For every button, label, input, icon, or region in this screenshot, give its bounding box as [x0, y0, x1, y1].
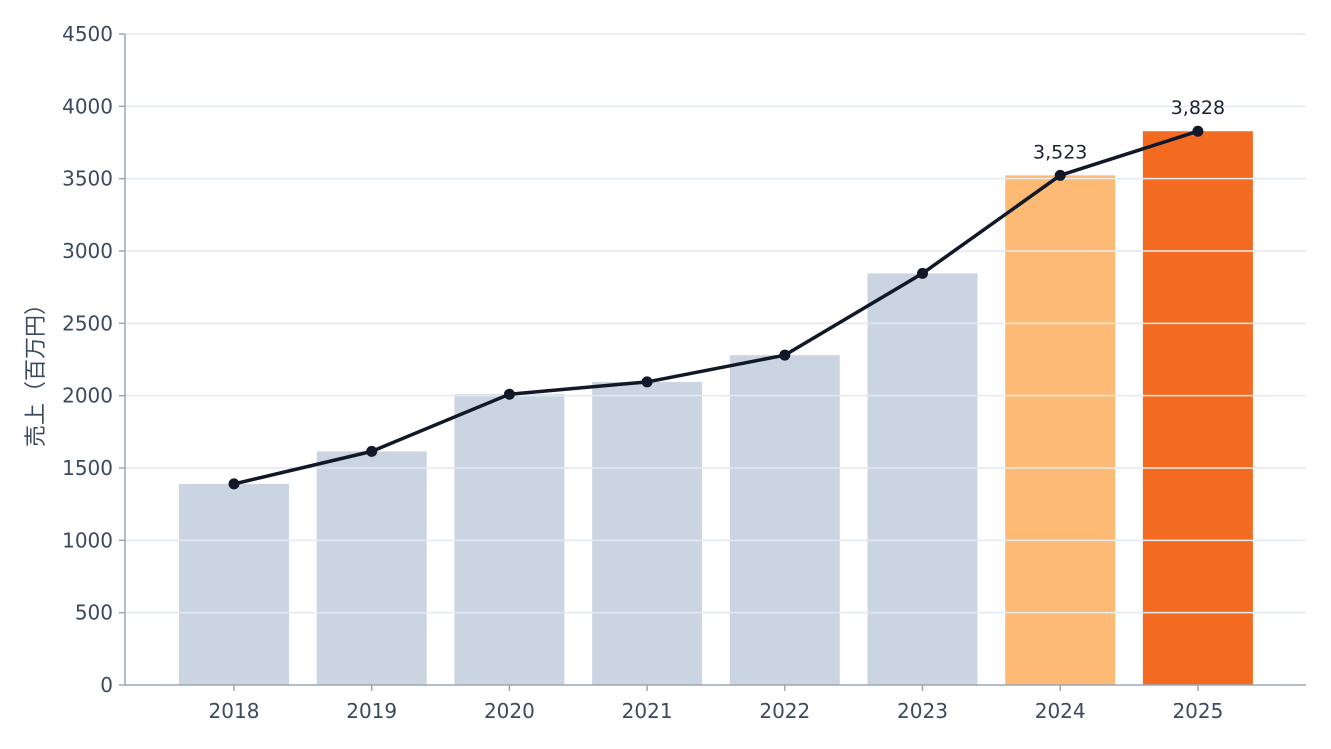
- trend-point-2024: [1054, 169, 1066, 181]
- trend-line-path: [232, 129, 1200, 486]
- y-tick-label-2500: 2500: [62, 311, 113, 335]
- trend-point-2021: [641, 376, 653, 388]
- y-tick-label-1500: 1500: [62, 456, 113, 480]
- y-tick-label-1000: 1000: [62, 528, 113, 552]
- bar-2022: [729, 355, 840, 685]
- y-tick-label-2000: 2000: [62, 384, 113, 408]
- data-label-2024: 3,523: [1033, 141, 1087, 163]
- bar-2023: [867, 273, 978, 685]
- x-tick-label-2025: 2025: [1172, 699, 1223, 723]
- bar-2025: [1142, 131, 1253, 685]
- x-tick-label-2020: 2020: [484, 699, 535, 723]
- trend-point-2019: [366, 445, 378, 457]
- x-tick-label-2021: 2021: [622, 699, 673, 723]
- bar-2019: [316, 451, 427, 685]
- trend-point-2025: [1192, 125, 1204, 137]
- y-tick-label-4000: 4000: [62, 94, 113, 118]
- y-tick-label-500: 500: [75, 601, 113, 625]
- x-tick-label-2018: 2018: [209, 699, 260, 723]
- trend-point-2022: [779, 349, 791, 361]
- bar-2024: [1005, 175, 1116, 685]
- trend-line: [228, 125, 1204, 490]
- y-ticks: 0 500 1000 1500 2000 2500 3000 3500 4000 4500: [62, 22, 125, 697]
- bar-2021: [592, 381, 703, 685]
- data-label-2025: 3,828: [1171, 97, 1225, 119]
- bar-2018: [179, 483, 289, 685]
- x-tick-label-2022: 2022: [759, 699, 810, 723]
- x-tick-label-2023: 2023: [897, 699, 948, 723]
- y-tick-label-3000: 3000: [62, 239, 113, 263]
- y-axis-title: 売上（百万円）: [24, 293, 49, 447]
- x-ticks: 2018 2019 2020 2021 2022 2023 2024 2025: [209, 685, 1223, 723]
- x-tick-label-2019: 2019: [346, 699, 397, 723]
- trend-point-2020: [503, 388, 515, 400]
- bars: [125, 33, 1306, 685]
- trend-point-2018: [228, 478, 240, 490]
- y-tick-label-3500: 3500: [62, 167, 113, 191]
- x-tick-label-2024: 2024: [1035, 699, 1086, 723]
- y-tick-label-0: 0: [100, 673, 113, 697]
- axes: [124, 34, 1306, 686]
- trend-point-2023: [917, 267, 928, 279]
- y-tick-label-4500: 4500: [62, 22, 113, 46]
- data-labels: 3,523 3,828: [1033, 97, 1225, 163]
